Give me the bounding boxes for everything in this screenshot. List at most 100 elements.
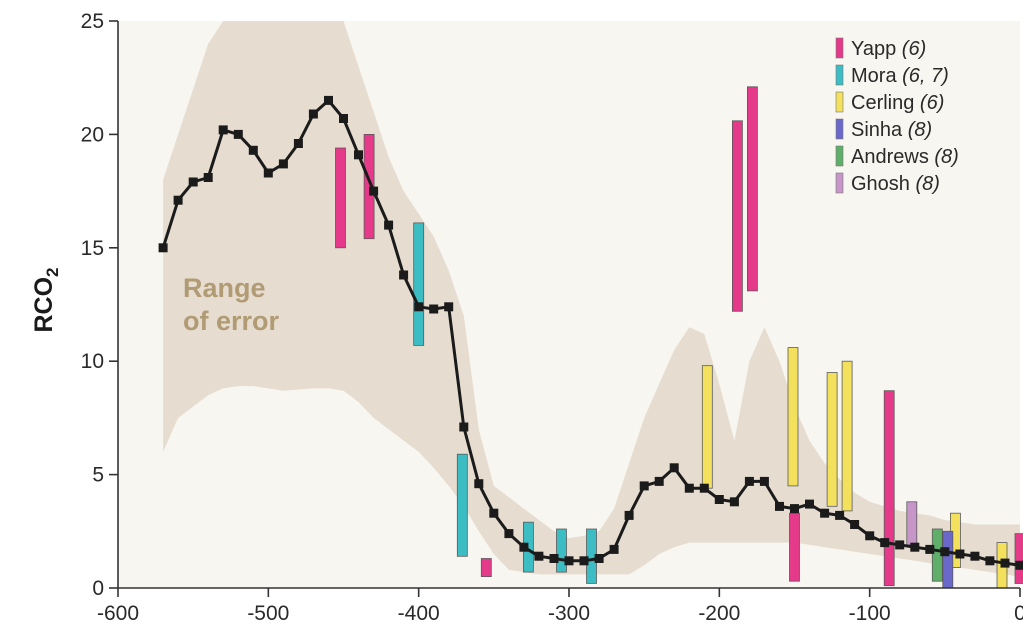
proxy-bar-yapp [363, 133, 375, 240]
model-point [669, 463, 679, 473]
annotation-of-error: of error [183, 306, 280, 336]
legend-swatch-yapp [835, 37, 844, 59]
model-point [474, 479, 484, 489]
proxy-bar-yapp [732, 120, 743, 312]
model-point [925, 544, 935, 554]
legend-ref-yapp: (6) [902, 38, 926, 60]
y-tick-label: 20 [81, 123, 104, 146]
proxy-bar-ghosh [906, 501, 918, 546]
proxy-bar-yapp [335, 147, 346, 249]
model-point [850, 520, 860, 529]
proxy-bar-sinha [942, 530, 954, 589]
proxy-bar-mora [413, 222, 425, 346]
legend-label-ghosh: Ghosh (8) [851, 173, 940, 195]
model-point [1015, 560, 1023, 570]
model-point [865, 531, 875, 541]
model-point [354, 150, 363, 160]
x-tick-label: 0 [1014, 602, 1023, 625]
model-line [161, 98, 1021, 567]
legend-swatch-ghosh [835, 172, 844, 194]
model-point [759, 476, 769, 486]
model-point [970, 551, 980, 561]
model-point [805, 499, 814, 509]
model-point [384, 220, 394, 230]
model-point [775, 501, 784, 511]
x-tick-label: -100 [849, 602, 891, 625]
model-point [654, 476, 664, 486]
model-point [564, 556, 574, 566]
proxy-bar-yapp [480, 558, 492, 578]
model-point [459, 422, 469, 432]
legend-swatch-andrews [835, 145, 844, 167]
model-point [639, 481, 649, 491]
model-point [504, 529, 514, 539]
legend-label-cerling: Cerling (6) [851, 92, 944, 114]
model-point [188, 177, 198, 187]
model-point [880, 538, 890, 548]
y-axis-title: RCO2 [30, 267, 62, 332]
model-point [684, 483, 694, 493]
proxy-bar-cerling [787, 347, 799, 487]
legend-ref-cerling: (6) [920, 92, 944, 114]
proxy-bar-yapp [1014, 533, 1023, 584]
legend-ref-mora: (6, 7) [902, 65, 949, 87]
model-point [744, 476, 754, 486]
model-point [820, 508, 830, 518]
model-point [489, 508, 499, 518]
proxy-bar-yapp [883, 390, 895, 587]
model-point [549, 554, 559, 563]
proxy-bar-cerling [841, 360, 853, 512]
model-point [263, 168, 273, 178]
legend: Yapp (6) Mora (6, 7) Cerling (6) Sinha (8) A… [835, 37, 959, 195]
model-line-layer [158, 95, 1023, 570]
model-point [218, 125, 228, 135]
model-point [444, 302, 454, 312]
legend-label-andrews: Andrews (8) [851, 146, 959, 168]
legend-ref-andrews: (8) [934, 146, 958, 168]
y-tick-label: 25 [81, 10, 104, 33]
model-point [173, 195, 183, 205]
model-point [534, 551, 544, 561]
model-point [940, 547, 950, 557]
model-point [293, 139, 303, 148]
y-tick-label: 0 [92, 577, 104, 600]
legend-swatch-mora [835, 64, 844, 86]
model-point [729, 497, 739, 507]
model-point [895, 540, 905, 550]
error-band-area [163, 21, 1021, 577]
model-point [399, 270, 409, 280]
y-tick-label: 5 [92, 464, 104, 487]
model-point [203, 173, 213, 182]
legend-label-yapp: Yapp (6) [851, 38, 926, 60]
model-point [594, 554, 604, 563]
legend-swatch-cerling [835, 91, 844, 113]
model-point [339, 114, 348, 123]
legend-ref-ghosh: (8) [915, 173, 939, 195]
x-tick-label: -200 [698, 602, 740, 625]
proxy-bar-mora [456, 453, 468, 557]
model-point [519, 542, 529, 552]
model-point [910, 542, 920, 552]
y-tick-label: 10 [81, 350, 104, 373]
legend-label-mora: Mora (6, 7) [851, 65, 949, 87]
error-band-layer [163, 21, 1021, 577]
proxy-bar-cerling [701, 365, 713, 489]
x-tick-label: -300 [548, 602, 590, 625]
model-point [324, 95, 333, 105]
model-point [790, 504, 799, 514]
model-point [579, 556, 589, 566]
axes-layer: 0 5 10 15 20 25 -600 -500 -400 -300 -200 -100 0 [81, 10, 1023, 625]
model-point [609, 544, 619, 554]
proxy-bar-yapp [747, 86, 758, 292]
model-point [278, 159, 288, 169]
model-point [308, 109, 318, 119]
model-point [985, 556, 995, 566]
model-point [1000, 558, 1010, 568]
y-tick-label: 15 [81, 237, 104, 260]
model-point [835, 510, 845, 520]
model-point [429, 304, 439, 314]
proxy-bar-yapp [789, 512, 800, 582]
model-point [624, 510, 634, 520]
